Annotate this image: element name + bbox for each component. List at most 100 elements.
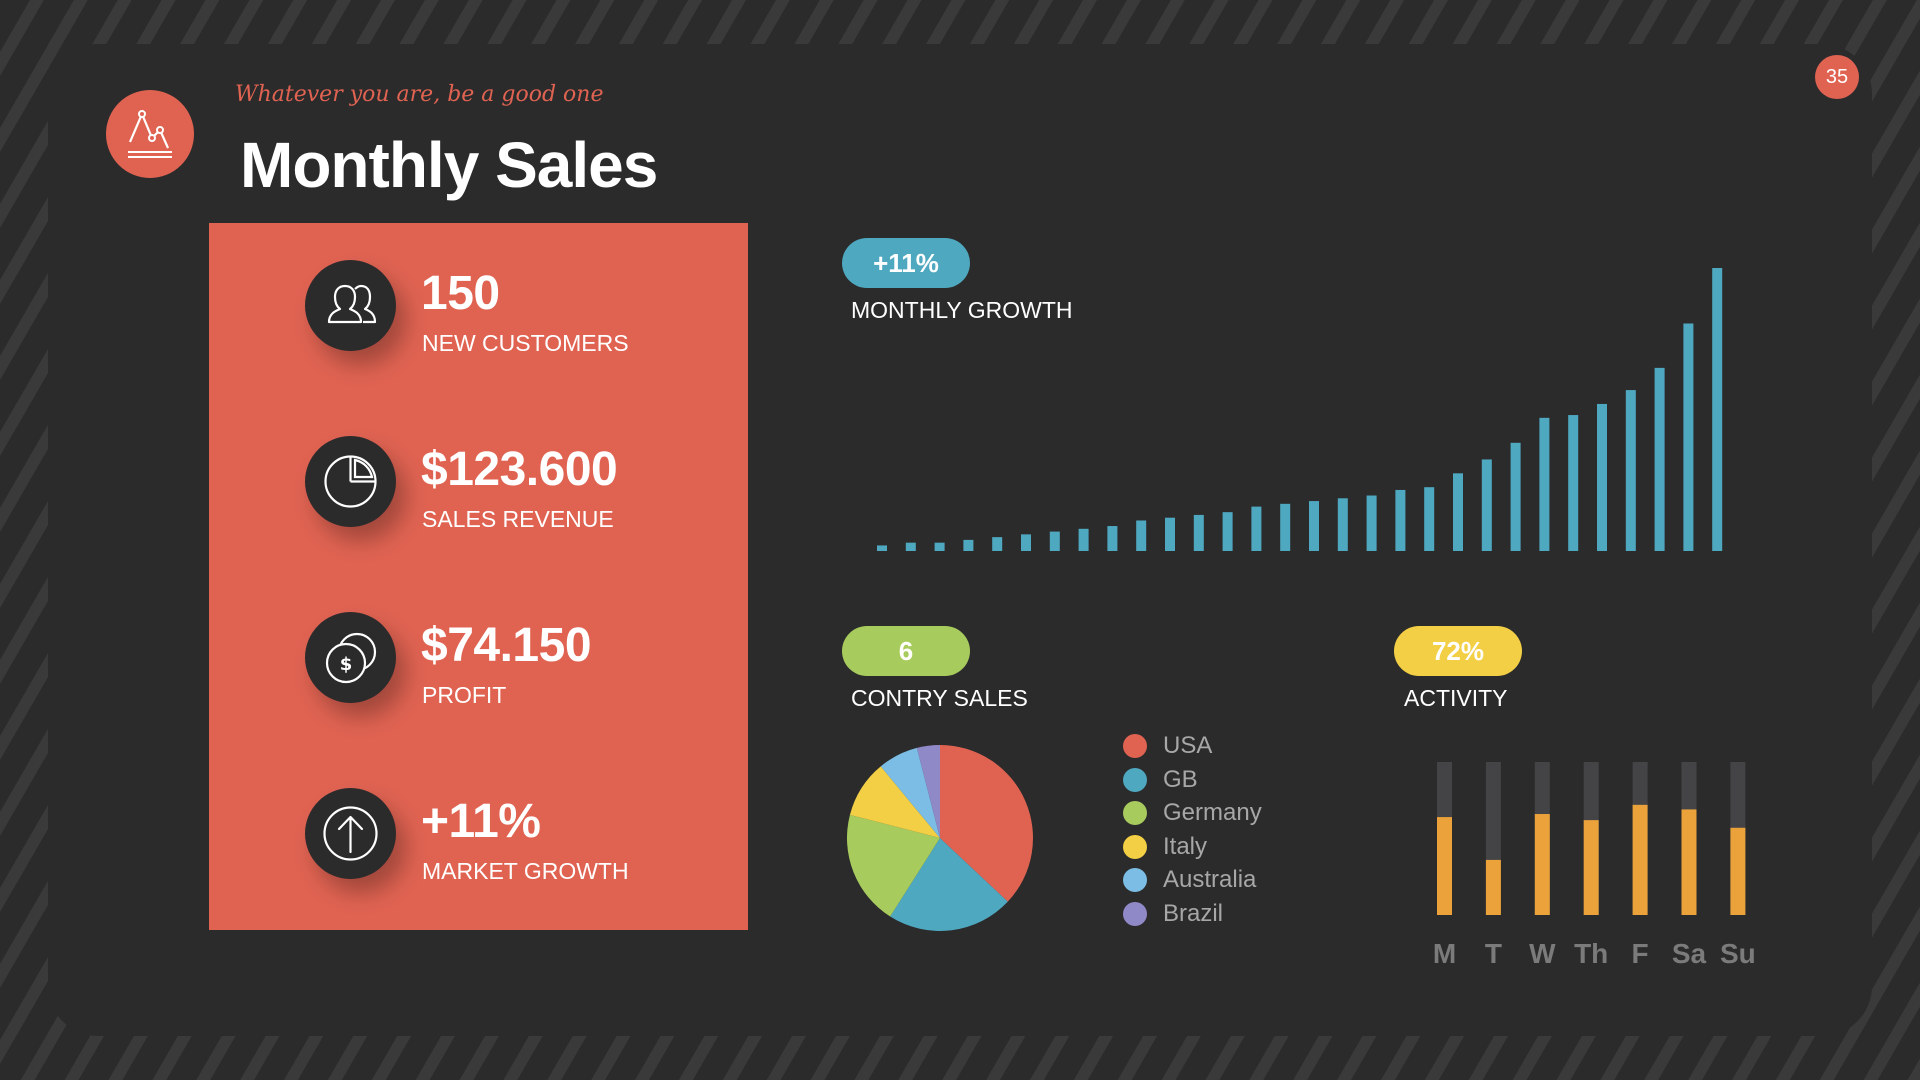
legend-swatch <box>1123 734 1147 758</box>
svg-text:$: $ <box>340 654 353 675</box>
activity-day-label: Sa <box>1672 938 1707 969</box>
line-chart-icon <box>128 110 172 158</box>
activity-badge: 72% <box>1394 626 1522 676</box>
legend-swatch <box>1123 834 1147 859</box>
growth-badge: +11% <box>842 238 970 288</box>
growth-bar <box>1654 367 1665 551</box>
activity-day-label: F <box>1632 938 1649 969</box>
growth-bar <box>1539 417 1550 551</box>
stat-label: SALES REVENUE <box>422 506 614 532</box>
growth-bar <box>934 542 945 551</box>
growth-bar <box>1453 473 1463 551</box>
growth-bar <box>877 545 887 551</box>
legend-item: USA <box>1123 730 1343 759</box>
legend-label: GB <box>1163 765 1198 793</box>
pie-slice-germany <box>847 814 940 917</box>
pie-slice-australia <box>880 747 940 838</box>
activity-bar <box>1534 814 1550 915</box>
growth-bar <box>1337 498 1348 551</box>
growth-bar <box>1568 415 1579 551</box>
stat-icon-circle <box>305 436 396 527</box>
pie-slice-gb <box>890 838 1008 931</box>
stat-value: $123.600 <box>421 443 618 496</box>
growth-bar <box>1309 501 1319 551</box>
legend-label: Australia <box>1163 866 1257 894</box>
stat-value: 150 <box>421 267 500 320</box>
legend-label: USA <box>1163 732 1213 759</box>
stat-new-customers: 150 NEW CUSTOMERS <box>305 260 725 360</box>
growth-bar <box>1021 534 1031 551</box>
growth-bar <box>1107 526 1118 551</box>
stat-label: NEW CUSTOMERS <box>422 330 629 356</box>
legend-label: Germany <box>1163 799 1262 827</box>
stat-icon-circle <box>305 788 396 879</box>
country-badge: 6 <box>842 626 970 676</box>
growth-bar <box>1625 390 1636 551</box>
growth-bar <box>992 537 1003 551</box>
growth-bar <box>1424 487 1435 551</box>
growth-bar <box>1683 323 1694 551</box>
growth-bar <box>1078 528 1089 551</box>
growth-bar <box>1712 268 1723 551</box>
growth-bar <box>1165 517 1175 551</box>
tagline: Whatever you are, be a good one <box>235 82 604 107</box>
stat-sales-revenue: $123.600 SALES REVENUE <box>305 436 725 536</box>
legend-item: Brazil <box>1123 898 1343 927</box>
growth-bar <box>1280 503 1291 551</box>
activity-bar <box>1437 817 1452 915</box>
page-title: Monthly Sales <box>240 129 658 201</box>
pie-slice-usa <box>940 745 1033 902</box>
arrow-up-circle-icon <box>323 806 378 861</box>
activity-label: ACTIVITY <box>1404 685 1508 711</box>
growth-bar <box>1510 442 1521 551</box>
stat-label: MARKET GROWTH <box>422 858 629 884</box>
legend-item: Italy <box>1123 831 1343 860</box>
legend-label: Brazil <box>1163 900 1224 927</box>
growth-bar <box>1193 514 1204 551</box>
pie-slice-brazil <box>916 745 940 838</box>
legend-swatch <box>1123 767 1147 792</box>
activity-day-label: Su <box>1720 938 1756 969</box>
growth-bar <box>1049 531 1060 551</box>
growth-bar <box>1395 489 1406 551</box>
activity-day-label: M <box>1433 938 1456 969</box>
activity-bar <box>1485 859 1501 915</box>
legend-swatch <box>1123 902 1147 926</box>
growth-bar <box>1222 512 1233 551</box>
legend-label: Italy <box>1163 832 1208 860</box>
activity-day-label: W <box>1529 938 1556 969</box>
page-number: 35 <box>1815 55 1859 99</box>
activity-bar <box>1730 827 1746 915</box>
pie-chart-icon <box>324 455 377 508</box>
activity-day-label: Th <box>1574 938 1608 969</box>
growth-bar <box>905 542 916 551</box>
stat-profit: $ $74.150 PROFIT <box>305 612 725 712</box>
legend-item: GB <box>1123 764 1343 793</box>
logo-badge <box>106 90 194 178</box>
activity-bar <box>1632 804 1648 915</box>
activity-bar <box>1583 820 1599 915</box>
growth-bar <box>1136 520 1147 551</box>
growth-label: MONTHLY GROWTH <box>851 297 1073 323</box>
growth-bar <box>1366 495 1377 551</box>
growth-bar <box>1597 403 1607 551</box>
legend-item: Germany <box>1123 797 1343 827</box>
stats-panel: 150 NEW CUSTOMERS $123.600 SALES REVENUE <box>209 223 748 930</box>
activity-bar <box>1681 809 1697 915</box>
growth-bar <box>1481 459 1492 551</box>
activity-day-label: T <box>1485 938 1502 969</box>
growth-bar <box>963 539 974 551</box>
growth-bar <box>1251 506 1262 551</box>
pie-slice-italy <box>849 766 940 838</box>
stat-value: $74.150 <box>421 619 592 672</box>
stat-icon-circle <box>305 260 396 351</box>
legend-swatch <box>1123 801 1147 826</box>
country-label: CONTRY SALES <box>851 685 1028 711</box>
stat-value: +11% <box>421 795 541 848</box>
stat-icon-circle: $ <box>305 612 396 703</box>
legend-item: Australia <box>1123 864 1343 894</box>
legend-swatch <box>1123 868 1147 893</box>
